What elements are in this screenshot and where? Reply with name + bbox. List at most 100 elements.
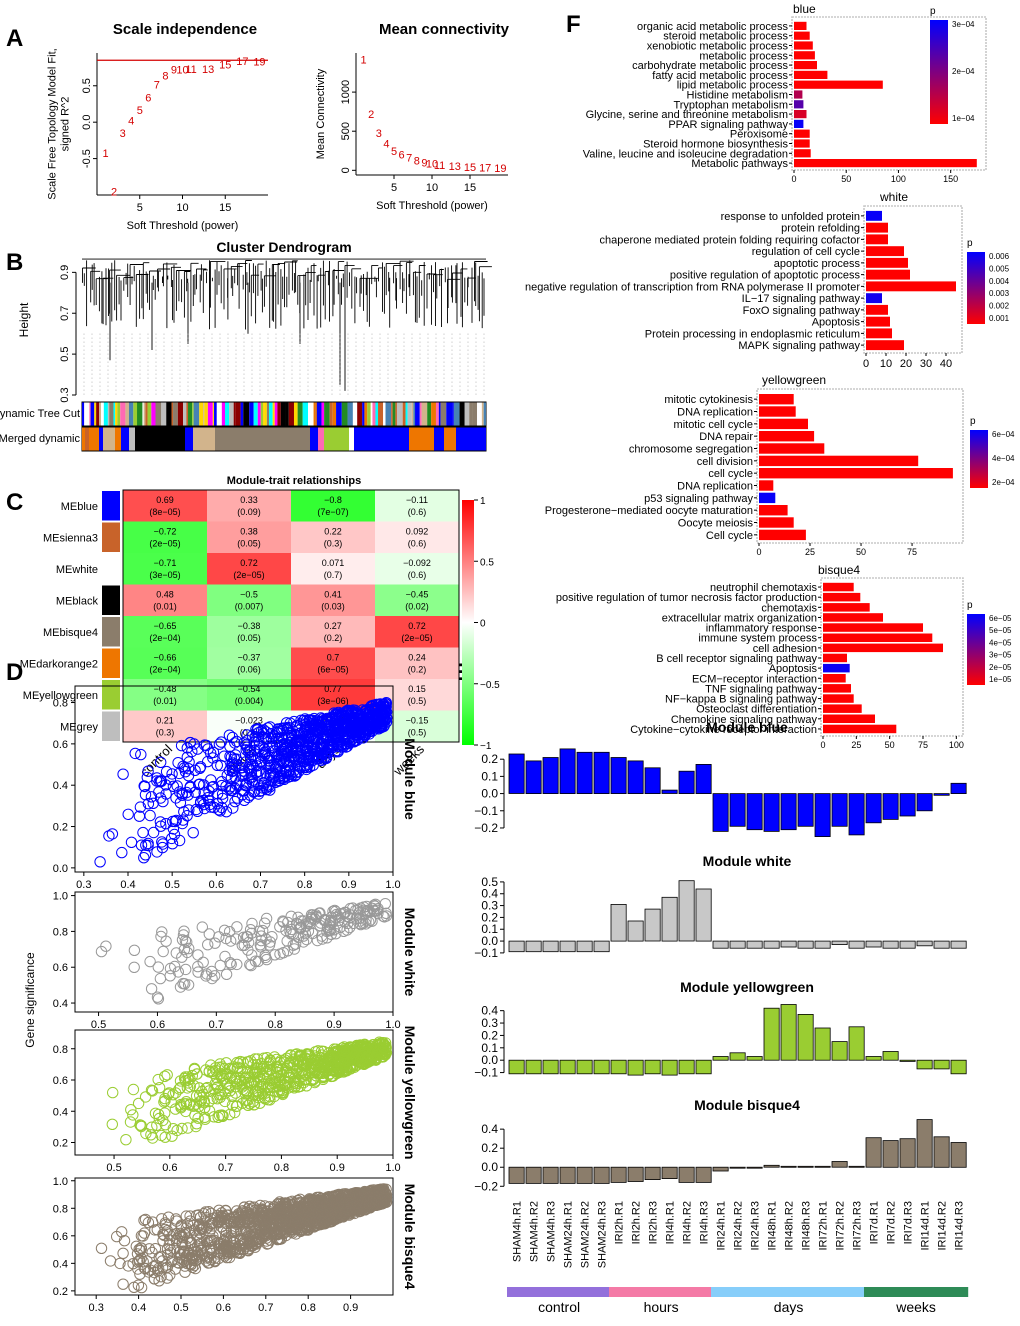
scatter-point	[328, 1059, 340, 1071]
legend-tick-label: 1e−05	[989, 675, 1012, 684]
scatter-point	[167, 1123, 180, 1135]
scatter-point	[288, 1053, 300, 1065]
scatter-point	[184, 780, 197, 793]
eigengene-bar	[508, 940, 525, 953]
tree-cut-segment	[372, 402, 376, 426]
legend-title: p	[970, 416, 976, 427]
scatter-point	[152, 1108, 165, 1121]
eigengene-bar	[661, 789, 678, 794]
legend-tick-label: 0.005	[989, 264, 1010, 273]
enrichment-bar	[794, 149, 811, 158]
scatter-point	[142, 839, 154, 852]
sample-label: IRI72h.R1	[818, 1201, 830, 1251]
eigengene-bar	[542, 757, 559, 794]
scatter-point	[141, 771, 154, 784]
scatter-point	[244, 1209, 257, 1221]
eigengene-bar	[746, 940, 763, 949]
scatter-point	[154, 972, 167, 985]
scatter-point	[318, 1045, 330, 1058]
scatter-point	[285, 1221, 297, 1233]
y-tick-label: 1.0	[53, 1176, 68, 1188]
x-tick-label: 15	[219, 202, 231, 214]
term-label: apoptotic process	[774, 258, 861, 270]
scatter-point	[274, 948, 286, 960]
scatter-point	[285, 744, 297, 756]
x-tick-label: 100	[891, 174, 906, 184]
panel-label-b: B	[6, 249, 23, 276]
scatter-point	[316, 930, 328, 942]
scatter-point	[199, 1111, 211, 1124]
power-point-label: 1	[102, 148, 108, 160]
y-tick-label: 0.6	[53, 1231, 68, 1243]
heatmap-cell	[291, 647, 375, 679]
tree-cut-segment	[183, 402, 187, 426]
scatter-point	[276, 1227, 288, 1239]
y-tick-label: −0.1	[474, 946, 498, 960]
cell-pvalue: (0.01)	[153, 602, 177, 612]
tree-cut-segment	[96, 402, 100, 426]
tree-cut-segment	[257, 402, 261, 426]
scatter-point	[175, 1098, 187, 1111]
scatter-point	[139, 1213, 152, 1226]
scatter-point	[226, 761, 239, 773]
scatter-point	[192, 1112, 204, 1124]
sample-label: IRI48h.R1	[767, 1201, 779, 1251]
scatter-point	[200, 739, 213, 752]
scatter-point	[179, 766, 192, 778]
y-tick-label: 0.1	[481, 769, 498, 783]
term-label: B cell receptor signaling pathway	[656, 653, 817, 665]
scatter-point	[297, 936, 310, 948]
scatter-point	[194, 761, 207, 773]
term-label: xenobiotic metabolic process	[647, 41, 789, 53]
scatter-point	[232, 1208, 245, 1220]
cell-value: −0.54	[238, 684, 261, 694]
enrichment-bar	[823, 684, 851, 693]
scatter-point	[312, 752, 325, 765]
enrichment-bar	[759, 492, 776, 504]
tree-cut-segment	[453, 402, 460, 426]
legend-colorbar	[970, 430, 988, 488]
y-tick-label: 0.3	[59, 387, 71, 402]
scatter-point	[260, 733, 272, 745]
scatter-point	[366, 700, 378, 713]
legend-tick-label: 5e−05	[989, 626, 1012, 635]
enrichment-bar	[866, 257, 908, 268]
enrichment-bar	[759, 529, 806, 541]
scatter-point	[302, 925, 315, 937]
scatter-point	[209, 937, 221, 949]
chart-title: Cluster Dendrogram	[216, 239, 351, 255]
scatter-point	[341, 704, 354, 717]
tree-cut-segment	[395, 402, 397, 426]
scatter-point	[180, 1250, 193, 1262]
scatter-point	[198, 1095, 211, 1107]
scatter-point	[151, 1119, 163, 1132]
x-tick-label: 15	[464, 182, 476, 194]
enrichment-bar	[823, 592, 861, 602]
scatter-point	[238, 794, 251, 806]
scatter-point	[368, 1053, 380, 1065]
scatter-point	[334, 708, 347, 720]
scatter-point	[356, 1039, 368, 1051]
scatter-point	[116, 846, 128, 859]
scatter-point	[152, 961, 165, 973]
scatter-point	[120, 1134, 132, 1146]
tree-cut-segment	[103, 402, 108, 426]
tree-cut-segment	[483, 402, 486, 426]
sample-label: IRI24h.R1	[716, 1201, 728, 1251]
y-tick-label: 0.6	[53, 1075, 68, 1087]
cell-pvalue: (2e−05)	[233, 570, 264, 580]
power-point-label: 8	[162, 71, 168, 83]
scatter-point	[215, 759, 227, 772]
y-tick-label: −0.1	[474, 804, 498, 818]
tree-cut-segment	[101, 402, 104, 426]
scatter-point	[273, 1081, 285, 1093]
scatter-point	[342, 917, 354, 930]
sample-label: IRI14d.R2	[937, 1201, 949, 1251]
scatter-point	[261, 1052, 273, 1064]
scatter-point	[267, 767, 279, 779]
scatter-point	[196, 921, 209, 933]
scatter-point	[253, 925, 265, 937]
scatter-point	[353, 713, 366, 726]
scatter-point	[242, 1203, 254, 1215]
eigengene-bar	[661, 1166, 678, 1179]
